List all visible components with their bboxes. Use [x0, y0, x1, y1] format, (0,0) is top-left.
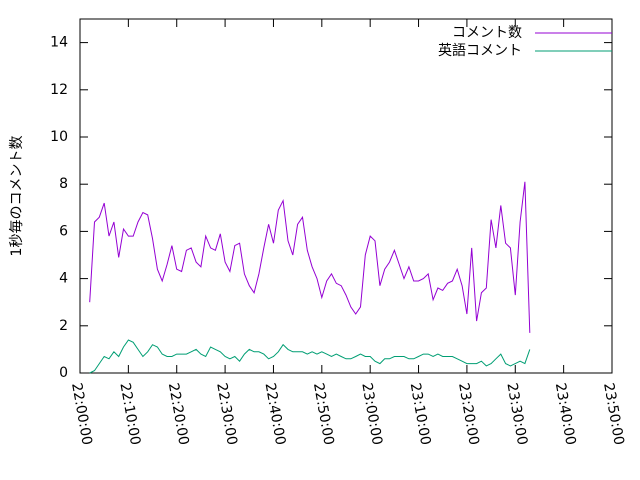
plot-frame	[79, 18, 613, 374]
series-line	[89, 339, 531, 374]
y-tick-label: 2	[59, 318, 68, 334]
y-tick-label: 8	[59, 176, 68, 192]
y-tick-label: 10	[50, 129, 68, 145]
legend-label: コメント数	[452, 25, 522, 41]
legend-label: 英語コメント	[438, 42, 522, 59]
y-axis-label: 1秒毎のコメント数	[9, 136, 25, 257]
y-tick-label: 14	[50, 35, 68, 51]
y-tick-label: 6	[59, 223, 68, 239]
y-tick-label: 0	[59, 365, 68, 381]
series-line	[89, 181, 531, 333]
y-tick-label: 12	[50, 82, 68, 98]
y-tick-label: 4	[59, 271, 68, 287]
